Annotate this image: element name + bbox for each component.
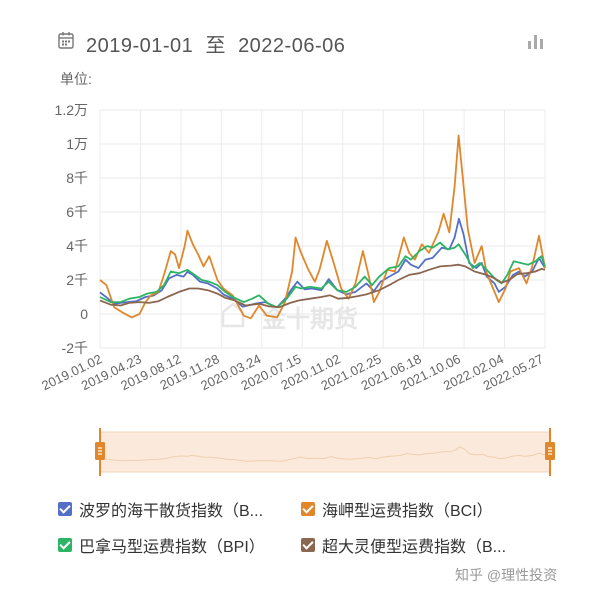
y-tick-label: 2千 bbox=[66, 272, 88, 288]
legend-item-bpi[interactable]: 巴拿马型运费指数（BPI） bbox=[58, 533, 265, 557]
legend-item-bdi[interactable]: 波罗的海干散货指数（B... bbox=[58, 497, 263, 521]
data-zoom-slider[interactable] bbox=[95, 428, 560, 478]
date-separator: 至 bbox=[205, 35, 226, 57]
y-tick-label: -2千 bbox=[62, 340, 88, 356]
legend-checkbox[interactable] bbox=[58, 538, 72, 552]
y-axis: -2千 0 2千 4千 6千 8千 1万 1.2万 bbox=[55, 102, 89, 356]
date-range-header: 2019-01-01 至 2022-06-06 单位: bbox=[0, 0, 600, 87]
legend-checkbox[interactable] bbox=[301, 502, 315, 516]
chart-grid bbox=[99, 109, 546, 349]
legend-label: 巴拿马型运费指数（BPI） bbox=[79, 539, 265, 556]
series-line bbox=[99, 134, 546, 320]
legend-checkbox[interactable] bbox=[58, 502, 72, 516]
legend-label: 波罗的海干散货指数（B... bbox=[79, 503, 264, 520]
y-tick-label: 1万 bbox=[66, 136, 88, 152]
slider-sparkline bbox=[104, 446, 546, 462]
y-tick-label: 4千 bbox=[66, 238, 88, 254]
bar-chart-icon[interactable] bbox=[527, 33, 545, 49]
date-range-text[interactable]: 2019-01-01 至 2022-06-06 bbox=[86, 29, 345, 58]
slider-window bbox=[99, 431, 551, 473]
y-tick-label: 8千 bbox=[66, 170, 88, 186]
legend-item-bci[interactable]: 海岬型运费指数（BCI） bbox=[301, 497, 493, 521]
y-tick-label: 1.2万 bbox=[55, 102, 88, 118]
slider-left-handle[interactable] bbox=[95, 428, 105, 476]
legend-checkbox[interactable] bbox=[301, 538, 315, 552]
legend-label: 海岬型运费指数（BCI） bbox=[322, 503, 493, 520]
calendar-icon[interactable] bbox=[58, 31, 74, 49]
y-tick-label: 6千 bbox=[66, 204, 88, 220]
legend-item-bsi[interactable]: 超大灵便型运费指数（B... bbox=[301, 533, 506, 557]
x-axis: 2019.01.022019.04.232019.08.122019.11.28… bbox=[39, 351, 546, 393]
series-lines bbox=[99, 134, 546, 320]
end-date: 2022-06-06 bbox=[238, 35, 346, 57]
legend-label: 超大灵便型运费指数（B... bbox=[322, 539, 507, 556]
line-chart: 金十期货 -2千 0 2千 4千 6千 8千 1万 1.2万 2019.01.022019.0… bbox=[39, 102, 546, 393]
chart-legend: 波罗的海干散货指数（B... 海岬型运费指数（BCI） 巴拿马型运费指数（BPI… bbox=[0, 490, 600, 560]
slider-right-handle[interactable] bbox=[545, 428, 555, 476]
zhihu-watermark: 知乎 @理性投资 bbox=[455, 567, 558, 583]
unit-label: 单位: bbox=[60, 71, 92, 87]
y-tick-label: 0 bbox=[80, 306, 88, 322]
start-date: 2019-01-01 bbox=[86, 35, 194, 57]
series-line bbox=[99, 241, 546, 309]
series-line bbox=[99, 263, 546, 309]
watermark-text: 金十期货 bbox=[261, 305, 358, 333]
chart-watermark: 金十期货 bbox=[221, 302, 358, 333]
